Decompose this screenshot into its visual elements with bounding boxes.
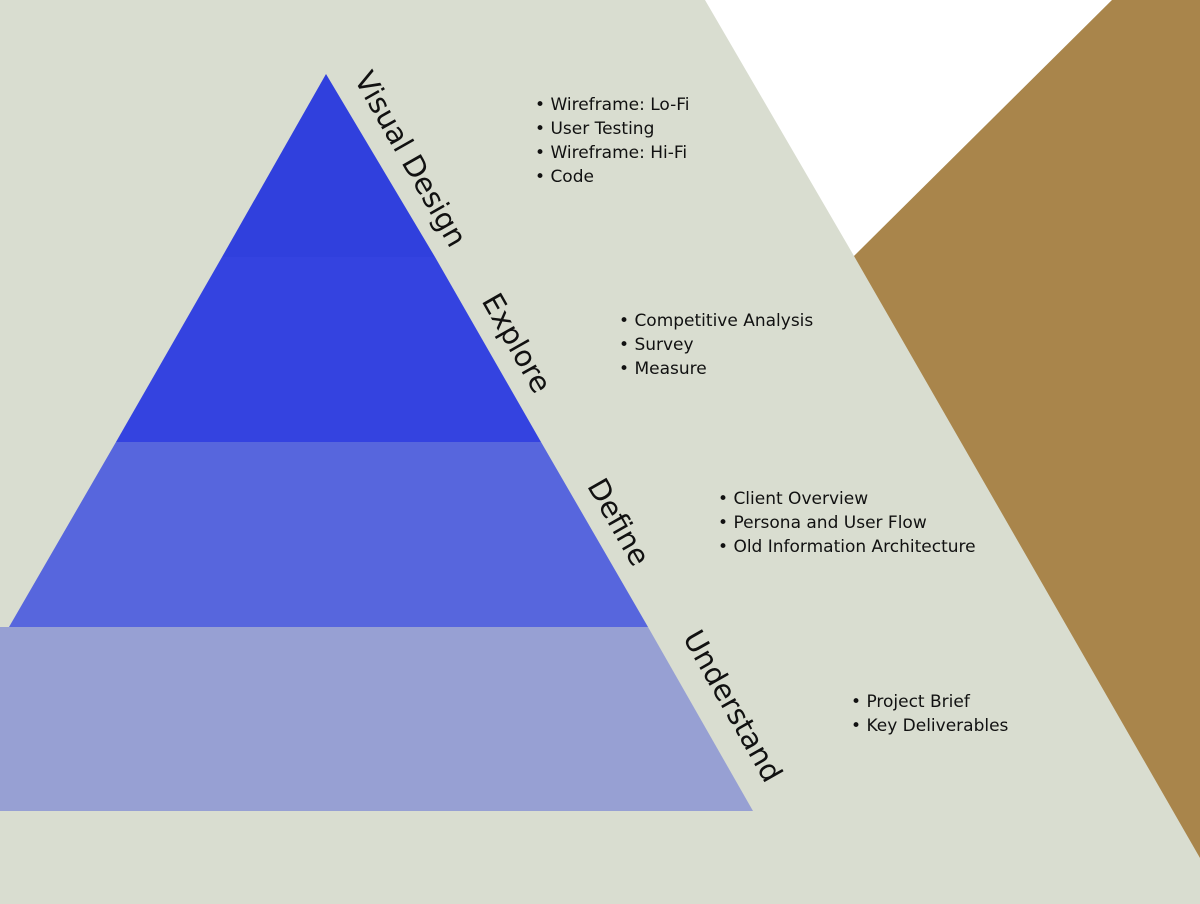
visual-design-items: Wireframe: Lo-Fi User Testing Wireframe:… [535,93,690,189]
pyramid-level-visual-design [222,74,435,257]
explore-items: Competitive Analysis Survey Measure [619,309,813,381]
pyramid-level-explore [116,257,541,442]
list-item: Wireframe: Hi-Fi [535,141,690,165]
list-item: Project Brief [851,690,1008,714]
list-item: Old Information Architecture [718,535,975,559]
list-item: User Testing [535,117,690,141]
list-item: Survey [619,333,813,357]
list-item: Measure [619,357,813,381]
pyramid-level-understand [0,627,753,811]
list-item: Client Overview [718,487,976,511]
list-item: Competitive Analysis [619,309,813,333]
list-item: Persona and User Flow [718,511,976,535]
understand-items: Project Brief Key Deliverables [851,690,1008,738]
list-item: Key Deliverables [851,714,1008,738]
list-item: Code [535,165,690,189]
corner-brown-shape [854,0,1200,858]
define-items: Client Overview Persona and User Flow Ol… [718,487,976,559]
list-item: Wireframe: Lo-Fi [535,93,689,117]
corner-white-shape [705,0,1112,256]
pyramid-level-define [9,442,648,627]
